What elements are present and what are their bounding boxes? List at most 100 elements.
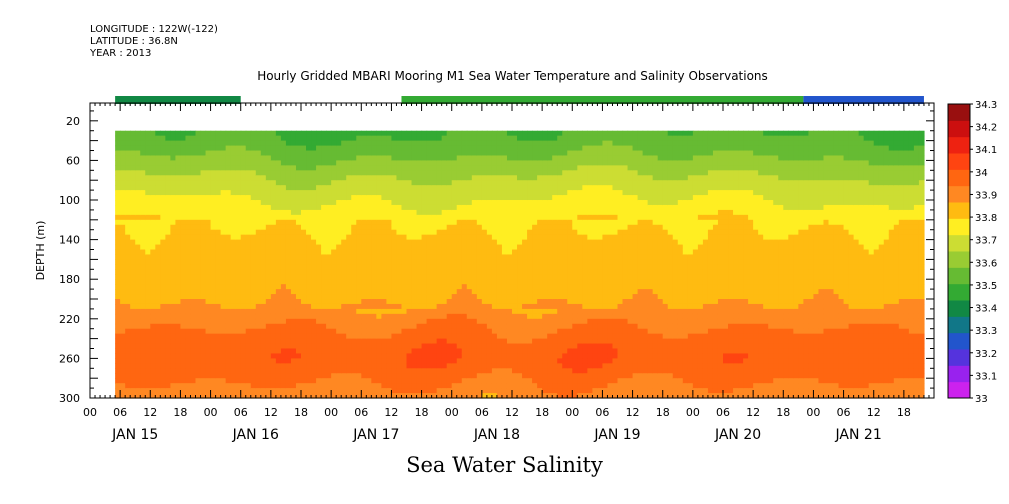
field-cell bbox=[441, 214, 448, 221]
field-cell bbox=[446, 239, 453, 246]
field-cell bbox=[567, 249, 573, 256]
field-cell bbox=[200, 239, 207, 246]
field-cell bbox=[356, 234, 362, 241]
field-cell bbox=[426, 378, 433, 384]
field-cell bbox=[301, 155, 307, 162]
field-cell bbox=[461, 294, 468, 300]
field-cell bbox=[190, 333, 197, 340]
field-cell bbox=[175, 204, 182, 211]
field-cell bbox=[386, 274, 393, 280]
field-cell bbox=[270, 328, 277, 335]
field-cell bbox=[235, 135, 242, 142]
field-cell bbox=[431, 264, 438, 270]
field-cell bbox=[406, 214, 413, 221]
field-cell bbox=[421, 388, 428, 394]
field-cell bbox=[361, 145, 367, 152]
field-cell bbox=[150, 269, 156, 275]
field-cell bbox=[311, 318, 317, 325]
field-cell bbox=[170, 229, 177, 236]
field-cell bbox=[145, 299, 151, 305]
field-cell bbox=[265, 269, 272, 275]
field-cell bbox=[456, 279, 463, 285]
field-cell bbox=[436, 274, 443, 280]
field-cell bbox=[446, 185, 453, 191]
field-cell bbox=[386, 165, 393, 171]
field-cell bbox=[562, 323, 568, 330]
field-cell bbox=[396, 140, 403, 147]
field-cell bbox=[567, 200, 573, 206]
field-cell bbox=[567, 313, 573, 320]
field-cell bbox=[401, 348, 408, 355]
field-cell bbox=[371, 378, 377, 384]
field-cell bbox=[306, 190, 312, 196]
field-cell bbox=[255, 204, 262, 211]
field-cell bbox=[542, 155, 548, 162]
field-cell bbox=[501, 175, 508, 181]
field-cell bbox=[135, 165, 141, 171]
field-cell bbox=[471, 299, 478, 305]
field-cell bbox=[195, 224, 202, 231]
field-cell bbox=[210, 373, 217, 379]
field-cell bbox=[130, 219, 136, 226]
field-cell bbox=[225, 303, 232, 310]
field-cell bbox=[496, 200, 503, 206]
field-cell bbox=[542, 353, 548, 360]
field-cell bbox=[265, 190, 272, 196]
field-cell bbox=[225, 254, 232, 261]
field-cell bbox=[416, 165, 423, 171]
field-cell bbox=[501, 368, 508, 374]
field-cell bbox=[115, 170, 121, 176]
field-cell bbox=[260, 313, 267, 320]
field-cell bbox=[260, 239, 267, 246]
field-cell bbox=[542, 328, 548, 335]
field-cell bbox=[215, 249, 222, 256]
field-cell bbox=[220, 363, 227, 369]
field-cell bbox=[245, 234, 252, 241]
field-cell bbox=[170, 393, 177, 399]
field-cell bbox=[130, 204, 136, 211]
field-cell bbox=[285, 214, 292, 221]
field-cell bbox=[552, 249, 558, 256]
field-cell bbox=[285, 328, 292, 335]
field-cell bbox=[341, 165, 347, 171]
field-cell bbox=[512, 289, 518, 295]
field-cell bbox=[200, 358, 207, 364]
field-cell bbox=[456, 234, 463, 241]
field-cell bbox=[245, 328, 252, 335]
field-cell bbox=[175, 308, 182, 315]
field-cell bbox=[451, 348, 458, 355]
field-cell bbox=[160, 274, 166, 280]
field-cell bbox=[316, 204, 322, 211]
field-cell bbox=[275, 294, 282, 300]
field-cell bbox=[115, 269, 121, 275]
field-cell bbox=[501, 348, 508, 355]
field-cell bbox=[416, 303, 423, 310]
field-cell bbox=[461, 219, 468, 226]
field-cell bbox=[306, 338, 312, 345]
field-cell bbox=[446, 388, 453, 394]
field-cell bbox=[235, 190, 242, 196]
field-cell bbox=[240, 155, 247, 162]
field-cell bbox=[170, 333, 177, 340]
field-cell bbox=[125, 308, 131, 315]
field-cell bbox=[280, 393, 287, 399]
field-cell bbox=[486, 259, 493, 265]
field-cell bbox=[481, 358, 488, 364]
field-cell bbox=[506, 373, 513, 379]
field-cell bbox=[270, 209, 277, 216]
field-cell bbox=[331, 289, 337, 295]
field-cell bbox=[295, 294, 302, 300]
field-cell bbox=[376, 313, 382, 320]
field-cell bbox=[255, 308, 262, 315]
field-cell bbox=[280, 180, 287, 186]
field-cell bbox=[250, 274, 257, 280]
field-cell bbox=[220, 200, 227, 206]
field-cell bbox=[235, 363, 242, 369]
field-cell bbox=[195, 323, 202, 330]
field-cell bbox=[230, 348, 237, 355]
field-cell bbox=[411, 214, 418, 221]
field-cell bbox=[245, 289, 252, 295]
field-cell bbox=[396, 175, 403, 181]
field-cell bbox=[250, 234, 257, 241]
field-cell bbox=[220, 145, 227, 152]
